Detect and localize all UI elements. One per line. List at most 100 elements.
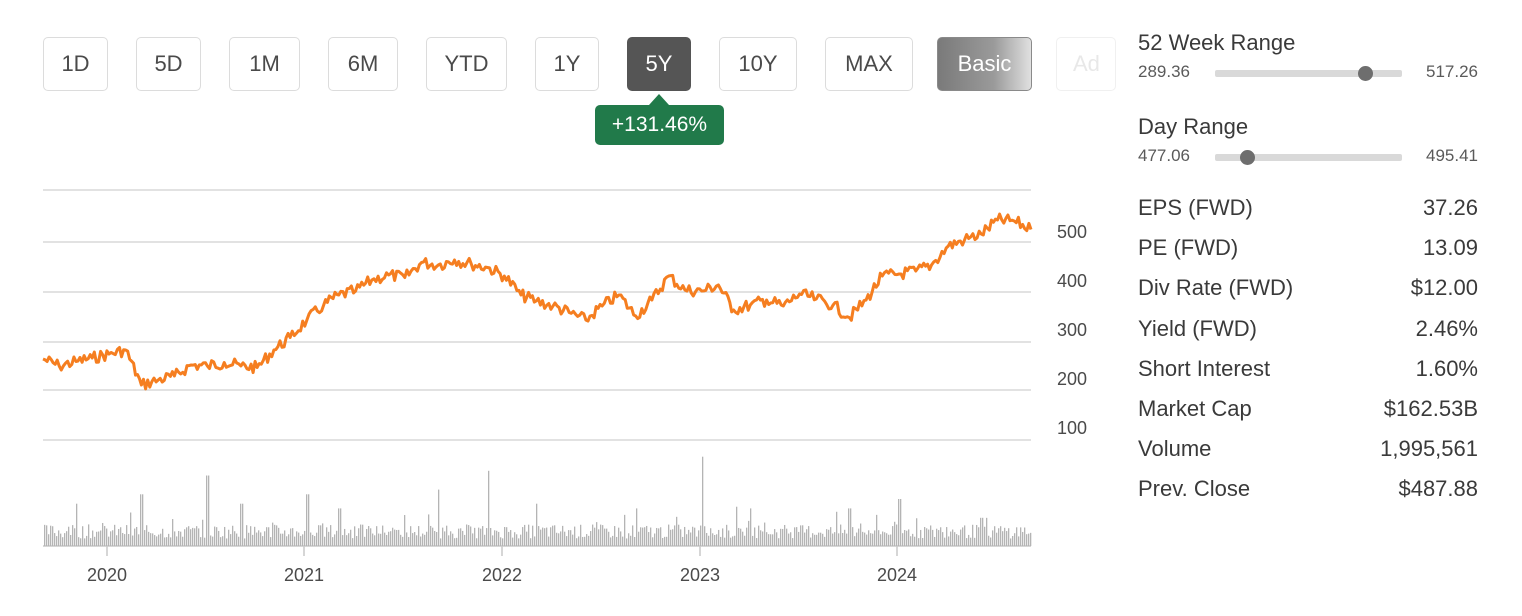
volume-bar xyxy=(282,533,284,546)
volume-bar xyxy=(1022,531,1024,546)
volume-bar xyxy=(902,533,904,546)
week52-range: 289.36 517.26 xyxy=(1138,60,1478,86)
volume-bar xyxy=(596,522,598,546)
volume-bar xyxy=(616,536,618,546)
volume-bar xyxy=(828,529,830,546)
volume-bar xyxy=(648,532,650,546)
volume-bar xyxy=(448,535,450,546)
volume-bar xyxy=(168,533,170,546)
volume-bar xyxy=(886,533,888,546)
range-button-max[interactable]: MAX xyxy=(825,37,913,91)
volume-bar xyxy=(532,525,534,546)
volume-bar xyxy=(456,537,458,546)
volume-bar xyxy=(748,520,750,546)
volume-bar xyxy=(352,538,354,546)
volume-bar xyxy=(546,527,548,546)
stat-label: Div Rate (FWD) xyxy=(1138,275,1294,301)
volume-bar xyxy=(298,532,300,546)
volume-bar xyxy=(204,537,206,546)
day-range: 477.06 495.41 xyxy=(1138,144,1478,170)
range-button-5y[interactable]: 5Y xyxy=(627,37,691,91)
volume-bar xyxy=(88,524,90,546)
volume-bar xyxy=(246,525,248,546)
volume-bar xyxy=(994,526,996,546)
volume-bar xyxy=(570,530,572,546)
volume-bar xyxy=(646,525,648,546)
volume-bar xyxy=(386,534,388,546)
volume-bar xyxy=(234,531,236,546)
volume-bar xyxy=(754,527,756,546)
volume-bar xyxy=(242,503,244,546)
range-button-1m[interactable]: 1M xyxy=(229,37,300,91)
volume-bar xyxy=(652,537,654,546)
volume-bar xyxy=(566,536,568,546)
volume-bar xyxy=(920,529,922,546)
volume-bar xyxy=(238,536,240,546)
range-button-ytd[interactable]: YTD xyxy=(426,37,507,91)
range-button-6m[interactable]: 6M xyxy=(328,37,398,91)
volume-bar xyxy=(804,532,806,546)
volume-bar xyxy=(654,533,656,546)
volume-bar xyxy=(600,524,602,546)
volume-bar xyxy=(958,535,960,546)
volume-bar xyxy=(628,533,630,546)
volume-bar xyxy=(118,528,120,546)
volume-bar xyxy=(480,528,482,546)
volume-bar xyxy=(348,533,350,546)
volume-bar xyxy=(80,538,82,546)
volume-bar xyxy=(498,531,500,546)
volume-bar xyxy=(650,527,652,546)
volume-bar xyxy=(780,528,782,546)
volume-bar xyxy=(268,527,270,546)
volume-bar xyxy=(1014,533,1016,546)
volume-bar xyxy=(680,529,682,546)
chart-mode-basic-button[interactable]: Basic xyxy=(937,37,1032,91)
volume-bar xyxy=(656,527,658,546)
volume-bar xyxy=(412,533,414,546)
volume-bar xyxy=(1012,536,1014,546)
range-button-10y[interactable]: 10Y xyxy=(719,37,797,91)
volume-bar xyxy=(324,536,326,546)
volume-bar xyxy=(96,531,98,546)
volume-bar xyxy=(882,531,884,546)
volume-bar xyxy=(148,531,150,546)
stat-row-prev-close: Prev. Close $487.88 xyxy=(1138,469,1478,509)
volume-bar xyxy=(506,527,508,546)
y-tick-label: 100 xyxy=(1057,418,1087,438)
range-button-1d[interactable]: 1D xyxy=(43,37,108,91)
volume-bar xyxy=(334,534,336,546)
volume-bar xyxy=(470,526,472,546)
chart-mode-advanced-button[interactable]: Ad xyxy=(1056,37,1116,91)
volume-bar xyxy=(604,528,606,546)
volume-bar xyxy=(402,536,404,546)
stat-value: 1.60% xyxy=(1415,355,1478,381)
volume-bar xyxy=(922,537,924,546)
range-button-1y[interactable]: 1Y xyxy=(535,37,599,91)
volume-bar xyxy=(84,538,86,546)
volume-bar xyxy=(760,530,762,546)
volume-bar xyxy=(132,535,134,546)
volume-bar xyxy=(620,531,622,546)
volume-bar xyxy=(286,536,288,546)
volume-bar xyxy=(584,536,586,546)
volume-bar xyxy=(210,535,212,546)
volume-bar xyxy=(582,536,584,546)
volume-bar xyxy=(562,525,564,546)
volume-bar xyxy=(732,536,734,546)
volume-bar xyxy=(374,535,376,546)
volume-bar xyxy=(190,529,192,546)
volume-bar xyxy=(194,528,196,546)
volume-bar xyxy=(222,536,224,546)
volume-bar xyxy=(850,508,852,546)
volume-bar xyxy=(382,525,384,546)
volume-bar xyxy=(880,534,882,546)
stat-value: 2.46% xyxy=(1415,315,1478,341)
volume-bar xyxy=(494,530,496,546)
volume-bar xyxy=(594,527,596,546)
volume-bar xyxy=(736,506,738,546)
volume-bar xyxy=(990,537,992,546)
day-range-track xyxy=(1215,150,1402,165)
stat-row-market-cap: Market Cap $162.53B xyxy=(1138,389,1478,429)
range-button-5d[interactable]: 5D xyxy=(136,37,201,91)
volume-bar xyxy=(730,537,732,546)
